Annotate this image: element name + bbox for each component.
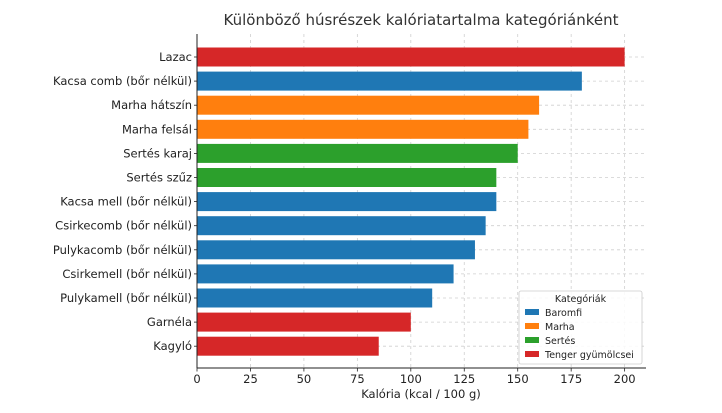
category-label: Kacsa mell (bőr nélkül) bbox=[60, 195, 192, 209]
bar bbox=[197, 168, 497, 187]
category-label: Pulykacomb (bőr nélkül) bbox=[53, 243, 192, 257]
bar bbox=[197, 119, 529, 139]
x-tick-label: 150 bbox=[507, 372, 529, 386]
x-tick-label: 75 bbox=[350, 372, 365, 386]
category-label: Kagyló bbox=[153, 339, 192, 353]
legend-swatch bbox=[525, 309, 539, 315]
category-label: Sertés szűz bbox=[126, 171, 192, 185]
category-label: Sertés karaj bbox=[123, 146, 192, 160]
x-tick-label: 200 bbox=[614, 372, 636, 386]
legend-title: Kategóriák bbox=[555, 294, 607, 305]
category-label: Csirkemell (bőr nélkül) bbox=[62, 267, 192, 281]
legend-swatch bbox=[525, 351, 539, 357]
category-label: Pulykamell (bőr nélkül) bbox=[60, 291, 192, 305]
bar bbox=[197, 240, 475, 260]
bar bbox=[197, 336, 379, 356]
category-label: Marha felsál bbox=[122, 122, 192, 136]
chart-title: Különböző húsrészek kalóriatartalma kate… bbox=[224, 11, 619, 29]
category-label: Marha hátszín bbox=[111, 98, 192, 112]
category-label: Garnéla bbox=[147, 315, 192, 329]
bar bbox=[197, 192, 497, 212]
legend-box bbox=[518, 290, 643, 365]
bar bbox=[197, 216, 486, 236]
legend: Kategóriák Baromfi Marha Sertés Tenger gyümö… bbox=[518, 290, 643, 365]
legend-swatch bbox=[525, 323, 539, 329]
bar bbox=[197, 264, 454, 284]
bar bbox=[197, 288, 433, 308]
bar bbox=[197, 143, 518, 163]
x-tick-label: 125 bbox=[453, 372, 475, 386]
legend-label: Sertés bbox=[545, 336, 575, 347]
x-tick-label: 25 bbox=[243, 372, 258, 386]
legend-swatch bbox=[525, 337, 539, 343]
legend-label: Baromfi bbox=[545, 308, 582, 319]
x-tick-label: 50 bbox=[297, 372, 312, 386]
axis-layer: Lazac Kacsa comb (bőr nélkül) Marha hátszí… bbox=[53, 34, 646, 386]
bar-layer bbox=[197, 47, 625, 356]
bar bbox=[197, 71, 582, 91]
legend-label: Tenger gyümölcsei bbox=[544, 350, 634, 361]
x-tick-label: 100 bbox=[400, 372, 422, 386]
bar bbox=[197, 95, 540, 115]
category-label: Kacsa comb (bőr nélkül) bbox=[53, 74, 192, 88]
bar bbox=[197, 312, 411, 332]
bar bbox=[197, 47, 625, 67]
x-axis-label: Kalória (kcal / 100 g) bbox=[361, 387, 481, 401]
category-label: Csirkecomb (bőr nélkül) bbox=[55, 219, 192, 233]
x-tick-label: 0 bbox=[193, 372, 200, 386]
legend-label: Marha bbox=[545, 322, 575, 333]
x-tick-label: 175 bbox=[560, 372, 582, 386]
category-label: Lazac bbox=[159, 50, 192, 64]
